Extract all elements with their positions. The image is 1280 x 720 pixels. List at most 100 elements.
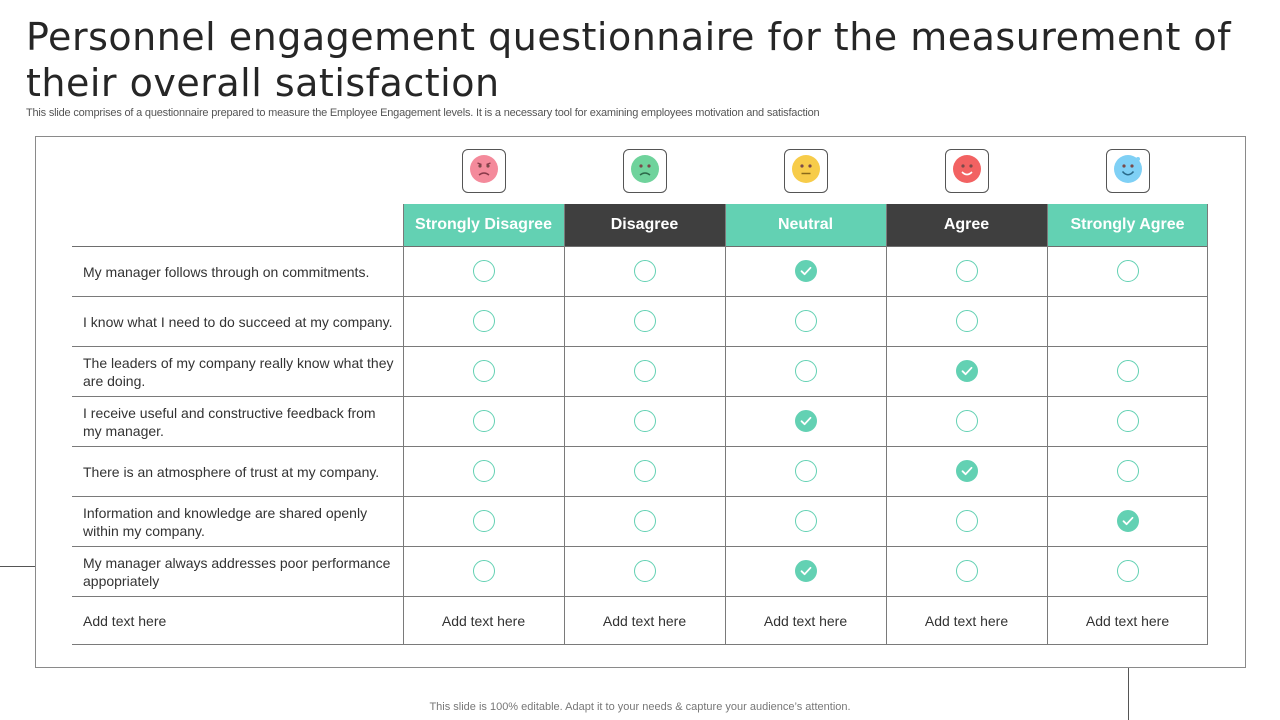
radio-option[interactable] — [1116, 360, 1139, 382]
sad-face-icon — [630, 154, 660, 189]
radio-option[interactable] — [472, 460, 495, 482]
answer-cell — [564, 347, 725, 395]
radio-option[interactable] — [1116, 560, 1139, 582]
radio-checked[interactable] — [794, 410, 817, 432]
column-header-3: Neutral — [725, 204, 886, 246]
radio-option[interactable] — [794, 460, 817, 482]
row-divider — [72, 546, 1208, 547]
column-header-2: Disagree — [564, 204, 725, 246]
answer-cell — [403, 447, 564, 495]
emoji-box-5 — [1105, 149, 1150, 193]
answer-cell — [403, 397, 564, 445]
slide-subtitle: This slide comprises of a questionnaire … — [26, 107, 820, 119]
radio-checked[interactable] — [955, 360, 978, 382]
radio-option[interactable] — [1116, 460, 1139, 482]
radio-option[interactable] — [472, 360, 495, 382]
question-label: I know what I need to do succeed at my c… — [83, 313, 393, 330]
radio-option[interactable] — [955, 410, 978, 432]
radio-option[interactable] — [633, 360, 656, 382]
radio-option[interactable] — [1116, 410, 1139, 432]
answer-cell — [725, 447, 886, 495]
add-text-cell: Add text here — [725, 597, 886, 644]
check-icon — [1122, 516, 1134, 526]
radio-option[interactable] — [472, 560, 495, 582]
check-icon — [961, 366, 973, 376]
row-divider — [72, 596, 1208, 597]
question-label: There is an atmosphere of trust at my co… — [83, 463, 380, 480]
answer-cell — [1047, 397, 1208, 445]
question-label: I receive useful and constructive feedba… — [83, 404, 376, 439]
answer-cell — [564, 497, 725, 545]
answer-cell — [403, 347, 564, 395]
answer-cell — [886, 247, 1047, 295]
answer-cell — [1047, 247, 1208, 295]
answer-cell — [1047, 497, 1208, 545]
add-text-cell-label: Add text here — [924, 612, 1009, 629]
question-text: I know what I need to do succeed at my c… — [83, 297, 398, 346]
question-label: My manager always addresses poor perform… — [83, 554, 391, 589]
row-divider — [72, 346, 1208, 347]
answer-cell — [886, 497, 1047, 545]
add-text-cell-label: Add text here — [1085, 612, 1170, 629]
radio-option[interactable] — [633, 560, 656, 582]
radio-option[interactable] — [472, 310, 495, 332]
check-icon — [961, 466, 973, 476]
radio-option[interactable] — [472, 260, 495, 282]
row-divider — [72, 496, 1208, 497]
answer-cell — [1047, 347, 1208, 395]
add-text-cell-label: Add text here — [763, 612, 848, 629]
column-divider — [403, 204, 404, 644]
add-text-cell: Add text here — [886, 597, 1047, 644]
radio-option[interactable] — [633, 260, 656, 282]
slide-title: Personnel engagement questionnaire for t… — [26, 15, 1232, 105]
radio-option[interactable] — [633, 310, 656, 332]
radio-option[interactable] — [955, 560, 978, 582]
column-header-1: Strongly Disagree — [403, 204, 564, 246]
answer-cell — [564, 547, 725, 595]
angry-face-icon — [469, 154, 499, 189]
question-text: My manager follows through on commitment… — [83, 247, 398, 296]
radio-option[interactable] — [794, 510, 817, 532]
question-text: The leaders of my company really know wh… — [83, 347, 398, 396]
column-divider — [886, 204, 887, 644]
radio-option[interactable] — [633, 410, 656, 432]
radio-option[interactable] — [955, 260, 978, 282]
radio-option[interactable] — [794, 360, 817, 382]
question-label: My manager follows through on commitment… — [83, 263, 370, 280]
radio-checked[interactable] — [955, 460, 978, 482]
radio-option[interactable] — [633, 510, 656, 532]
radio-checked[interactable] — [794, 260, 817, 282]
check-icon — [800, 266, 812, 276]
radio-checked[interactable] — [1116, 510, 1139, 532]
answer-cell — [564, 247, 725, 295]
answer-cell — [725, 297, 886, 345]
answer-cell — [886, 547, 1047, 595]
answer-cell — [564, 447, 725, 495]
question-text: I receive useful and constructive feedba… — [83, 397, 398, 446]
answer-cell — [1047, 547, 1208, 595]
question-label: The leaders of my company really know wh… — [83, 354, 394, 389]
row-divider — [72, 644, 1208, 645]
radio-option[interactable] — [472, 410, 495, 432]
answer-cell — [725, 497, 886, 545]
slide-footer: This slide is 100% editable. Adapt it to… — [429, 701, 851, 713]
row-divider — [72, 296, 1208, 297]
radio-option[interactable] — [955, 310, 978, 332]
column-divider — [564, 204, 565, 644]
column-divider — [1047, 204, 1048, 644]
radio-option[interactable] — [633, 460, 656, 482]
radio-checked[interactable] — [794, 560, 817, 582]
radio-option[interactable] — [794, 310, 817, 332]
row-divider — [72, 446, 1208, 447]
emoji-box-4 — [944, 149, 989, 193]
answer-cell — [725, 397, 886, 445]
answer-cell — [886, 297, 1047, 345]
radio-option[interactable] — [472, 510, 495, 532]
answer-cell — [403, 497, 564, 545]
question-text: My manager always addresses poor perform… — [83, 547, 398, 596]
add-text-cell: Add text here — [403, 597, 564, 644]
column-header-5: Strongly Agree — [1047, 204, 1208, 246]
radio-option[interactable] — [1116, 260, 1139, 282]
radio-option[interactable] — [955, 510, 978, 532]
answer-cell — [564, 397, 725, 445]
